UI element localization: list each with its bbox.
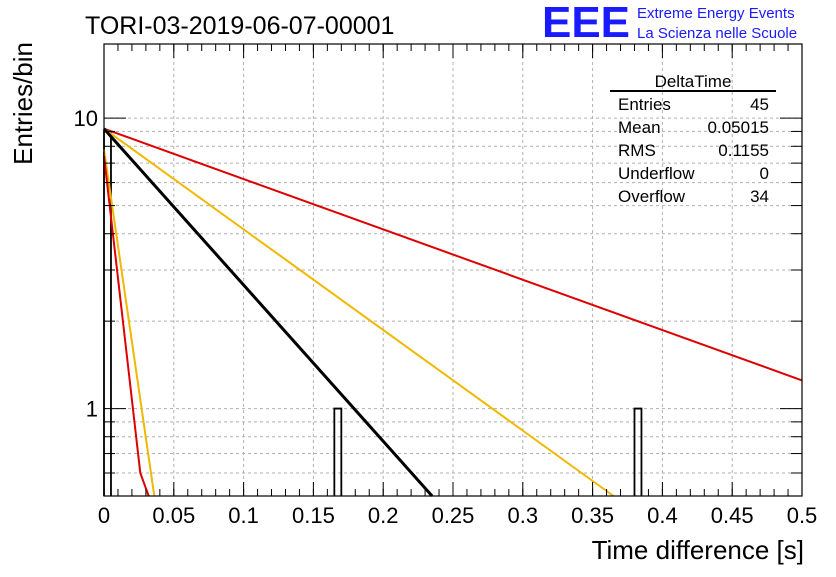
histogram-bar bbox=[333, 407, 343, 496]
histogram-bar bbox=[633, 407, 643, 496]
stats-label-underflow: Underflow bbox=[618, 164, 695, 183]
x-tick-label: 0.5 bbox=[787, 503, 818, 528]
fit-line-4 bbox=[103, 149, 156, 497]
stats-label-entries: Entries bbox=[618, 95, 671, 114]
chart-title: TORI-03-2019-06-07-00001 bbox=[85, 12, 394, 40]
x-tick-label: 0.1 bbox=[228, 503, 259, 528]
y-axis-label: Entries/bin bbox=[8, 42, 38, 165]
stats-label-overflow: Overflow bbox=[618, 187, 686, 206]
stats-value-mean: 0.05015 bbox=[708, 118, 769, 137]
x-tick-label: 0.35 bbox=[571, 503, 614, 528]
y-tick-label: 10 bbox=[74, 106, 98, 131]
x-tick-label: 0.3 bbox=[508, 503, 539, 528]
stats-value-rms: 0.1155 bbox=[718, 141, 769, 160]
x-tick-label: 0.05 bbox=[152, 503, 195, 528]
grid-layer bbox=[104, 44, 802, 496]
stats-value-entries: 45 bbox=[750, 95, 769, 114]
fit-lines-layer bbox=[102, 127, 803, 497]
stats-box: DeltaTime Entries 45 Mean 0.05015 RMS 0.… bbox=[610, 72, 776, 206]
stats-value-underflow: 0 bbox=[760, 164, 769, 183]
fit-line-5 bbox=[103, 155, 150, 497]
stats-value-overflow: 34 bbox=[750, 187, 769, 206]
x-tick-label: 0.2 bbox=[368, 503, 399, 528]
stats-label-mean: Mean bbox=[618, 118, 661, 137]
fit-line-2 bbox=[103, 127, 615, 497]
x-tick-label: 0 bbox=[98, 503, 110, 528]
stats-title: DeltaTime bbox=[655, 72, 732, 91]
x-tick-label: 0.4 bbox=[647, 503, 678, 528]
eee-logo: EEE bbox=[542, 0, 630, 47]
x-axis-label: Time difference [s] bbox=[592, 535, 804, 565]
fit-line-3 bbox=[102, 127, 434, 497]
brand-line-2: La Scienza nelle Scuole bbox=[637, 25, 797, 42]
x-tick-label: 0.45 bbox=[711, 503, 754, 528]
y-tick-label: 1 bbox=[86, 397, 98, 422]
axis-ticks-layer: 0 0.05 0.1 0.15 0.2 0.25 0.3 0.35 0.4 0.45 0.5 1 10 bbox=[74, 44, 818, 528]
stats-label-rms: RMS bbox=[618, 141, 656, 160]
x-tick-label: 0.25 bbox=[432, 503, 475, 528]
brand-line-1: Extreme Energy Events bbox=[637, 5, 795, 22]
fit-line-1 bbox=[103, 127, 803, 382]
x-tick-label: 0.15 bbox=[292, 503, 335, 528]
